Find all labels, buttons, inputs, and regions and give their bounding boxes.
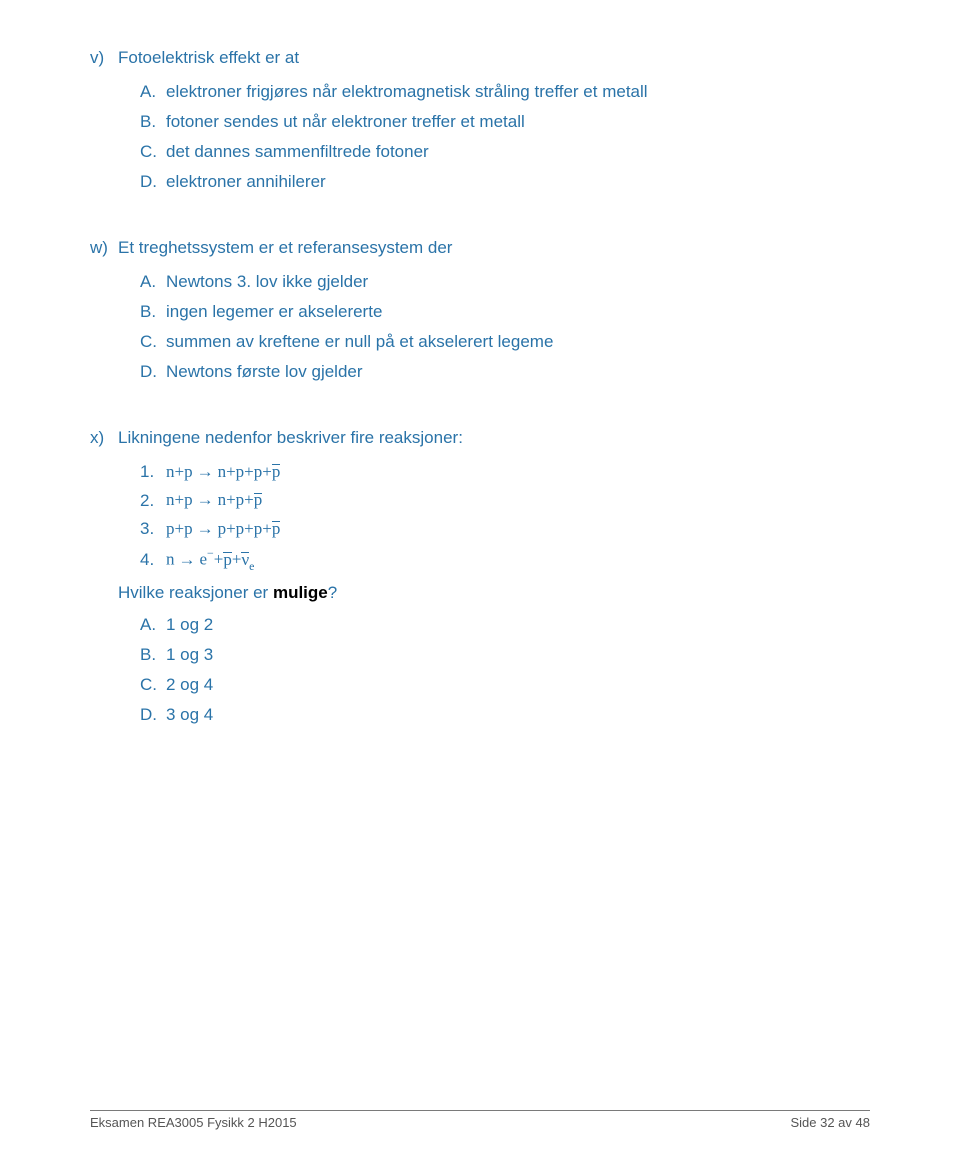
eq-nu: ν bbox=[241, 550, 249, 569]
option-a: A. elektroner frigjøres når elektromagne… bbox=[140, 82, 870, 102]
question-marker: w) bbox=[90, 238, 118, 258]
question-marker: x) bbox=[90, 428, 118, 448]
sub-question-pre: Hvilke reaksjoner er bbox=[118, 583, 273, 602]
eq-antiparticle: p bbox=[272, 519, 281, 539]
option-marker: D. bbox=[140, 705, 166, 725]
question-stem-row: x) Likningene nedenfor beskriver fire re… bbox=[90, 428, 870, 448]
option-b: B. 1 og 3 bbox=[140, 645, 870, 665]
option-text: 1 og 2 bbox=[166, 615, 213, 635]
question-v: v) Fotoelektrisk effekt er at A. elektro… bbox=[90, 48, 870, 192]
options-list: A. 1 og 2 B. 1 og 3 C. 2 og 4 D. 3 og 4 bbox=[140, 615, 870, 725]
eq-antiparticle: p bbox=[272, 462, 281, 482]
option-c: C. 2 og 4 bbox=[140, 675, 870, 695]
option-d: D. 3 og 4 bbox=[140, 705, 870, 725]
question-x: x) Likningene nedenfor beskriver fire re… bbox=[90, 428, 870, 725]
arrow-icon: → bbox=[197, 519, 214, 539]
option-text: Newtons 3. lov ikke gjelder bbox=[166, 272, 368, 292]
page: v) Fotoelektrisk effekt er at A. elektro… bbox=[0, 0, 960, 1164]
arrow-icon: → bbox=[179, 550, 196, 570]
option-text: det dannes sammenfiltrede fotoner bbox=[166, 142, 429, 162]
question-stem-row: v) Fotoelektrisk effekt er at bbox=[90, 48, 870, 68]
option-marker: B. bbox=[140, 302, 166, 322]
option-text: summen av kreftene er null på et akseler… bbox=[166, 332, 553, 352]
eq-e-charge: − bbox=[207, 546, 214, 560]
footer-right: Side 32 av 48 bbox=[790, 1115, 870, 1130]
option-d: D. elektroner annihilerer bbox=[140, 172, 870, 192]
question-stem-row: w) Et treghetssystem er et referansesyst… bbox=[90, 238, 870, 258]
option-text: elektroner annihilerer bbox=[166, 172, 326, 192]
option-marker: B. bbox=[140, 645, 166, 665]
options-list: A. elektroner frigjøres når elektromagne… bbox=[140, 82, 870, 192]
eq-rhs: n+p+ bbox=[218, 490, 254, 509]
eq-antiparticle: p bbox=[254, 490, 263, 510]
eq-plus: + bbox=[214, 550, 224, 569]
option-text: fotoner sendes ut når elektroner treffer… bbox=[166, 112, 525, 132]
sub-question-bold: mulige bbox=[273, 583, 328, 602]
question-marker: v) bbox=[90, 48, 118, 68]
question-stem: Fotoelektrisk effekt er at bbox=[118, 48, 299, 68]
option-marker: A. bbox=[140, 272, 166, 292]
eq-e: e bbox=[200, 550, 208, 569]
eq-nu-sub: e bbox=[249, 559, 254, 573]
arrow-icon: → bbox=[197, 462, 214, 482]
equation-2: 2. n+p→n+p+p bbox=[140, 490, 870, 510]
question-stem: Likningene nedenfor beskriver fire reaks… bbox=[118, 428, 463, 448]
equation-4: 4. n→e−+p+νe bbox=[140, 547, 870, 572]
eq-lhs: p+p bbox=[166, 519, 193, 538]
equation-body: n+p→n+p+p bbox=[166, 490, 262, 510]
equation-number: 1. bbox=[140, 462, 166, 482]
option-marker: B. bbox=[140, 112, 166, 132]
eq-lhs: n+p bbox=[166, 490, 193, 509]
option-a: A. Newtons 3. lov ikke gjelder bbox=[140, 272, 870, 292]
equation-body: n→e−+p+νe bbox=[166, 547, 254, 572]
option-text: 2 og 4 bbox=[166, 675, 213, 695]
option-b: B. fotoner sendes ut når elektroner tref… bbox=[140, 112, 870, 132]
option-marker: C. bbox=[140, 675, 166, 695]
sub-question: Hvilke reaksjoner er mulige? bbox=[118, 583, 870, 603]
eq-plus: + bbox=[232, 550, 242, 569]
option-c: C. det dannes sammenfiltrede fotoner bbox=[140, 142, 870, 162]
question-w: w) Et treghetssystem er et referansesyst… bbox=[90, 238, 870, 382]
equation-number: 2. bbox=[140, 491, 166, 511]
eq-rhs: n+p+p+ bbox=[218, 462, 272, 481]
sub-question-post: ? bbox=[328, 583, 337, 602]
equation-1: 1. n+p→n+p+p+p bbox=[140, 462, 870, 482]
option-text: elektroner frigjøres når elektromagnetis… bbox=[166, 82, 648, 102]
option-b: B. ingen legemer er akselererte bbox=[140, 302, 870, 322]
eq-antineutrino: ν bbox=[241, 550, 249, 570]
option-marker: D. bbox=[140, 362, 166, 382]
equations-list: 1. n+p→n+p+p+p 2. n+p→n+p+p 3. p+p→p+p+p… bbox=[140, 462, 870, 573]
option-text: 3 og 4 bbox=[166, 705, 213, 725]
question-stem: Et treghetssystem er et referansesystem … bbox=[118, 238, 452, 258]
equation-body: p+p→p+p+p+p bbox=[166, 519, 280, 539]
option-a: A. 1 og 2 bbox=[140, 615, 870, 635]
options-list: A. Newtons 3. lov ikke gjelder B. ingen … bbox=[140, 272, 870, 382]
option-marker: A. bbox=[140, 615, 166, 635]
option-marker: A. bbox=[140, 82, 166, 102]
option-marker: C. bbox=[140, 332, 166, 352]
equation-number: 3. bbox=[140, 519, 166, 539]
option-d: D. Newtons første lov gjelder bbox=[140, 362, 870, 382]
option-text: ingen legemer er akselererte bbox=[166, 302, 382, 322]
eq-antiproton: p bbox=[223, 550, 232, 570]
eq-lhs: n bbox=[166, 550, 175, 569]
equation-number: 4. bbox=[140, 550, 166, 570]
option-text: Newtons første lov gjelder bbox=[166, 362, 363, 382]
arrow-icon: → bbox=[197, 490, 214, 510]
option-marker: D. bbox=[140, 172, 166, 192]
eq-lhs: n+p bbox=[166, 462, 193, 481]
page-footer: Eksamen REA3005 Fysikk 2 H2015 Side 32 a… bbox=[90, 1110, 870, 1130]
equation-3: 3. p+p→p+p+p+p bbox=[140, 519, 870, 539]
option-c: C. summen av kreftene er null på et akse… bbox=[140, 332, 870, 352]
footer-left: Eksamen REA3005 Fysikk 2 H2015 bbox=[90, 1115, 297, 1130]
equation-body: n+p→n+p+p+p bbox=[166, 462, 280, 482]
eq-rhs: p+p+p+ bbox=[218, 519, 272, 538]
option-text: 1 og 3 bbox=[166, 645, 213, 665]
option-marker: C. bbox=[140, 142, 166, 162]
